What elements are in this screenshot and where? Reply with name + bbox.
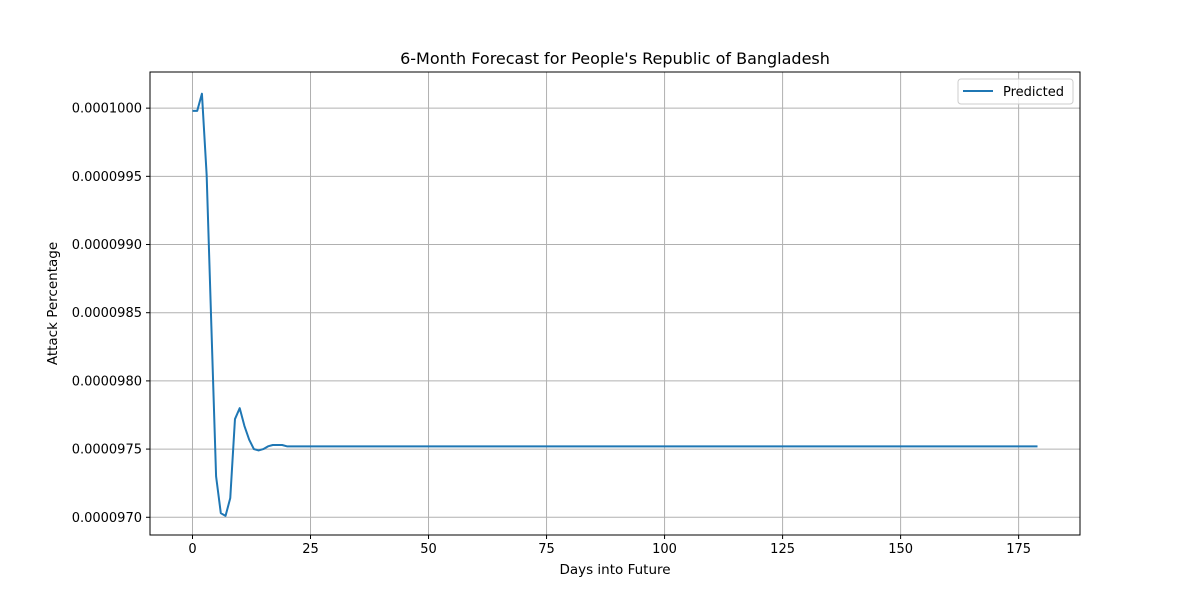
plot-lines bbox=[192, 92, 1038, 517]
y-tick-label: 0.0000980 bbox=[72, 374, 142, 389]
y-tick-label: 0.0000990 bbox=[72, 238, 142, 253]
x-tick-label: 100 bbox=[652, 542, 677, 557]
x-tick-label: 150 bbox=[888, 542, 913, 557]
y-tick-label: 0.0000985 bbox=[72, 306, 142, 321]
x-axis-label: Days into Future bbox=[559, 562, 670, 578]
legend-label: Predicted bbox=[1003, 85, 1064, 100]
x-tick-label: 50 bbox=[420, 542, 437, 557]
x-axis-ticks: 0 25 50 75 100 125 150 175 bbox=[188, 535, 1031, 557]
x-tick-label: 175 bbox=[1006, 542, 1031, 557]
chart-title: 6-Month Forecast for People's Republic o… bbox=[400, 49, 830, 68]
x-tick-label: 125 bbox=[770, 542, 795, 557]
y-tick-label: 0.0000970 bbox=[72, 511, 142, 526]
x-tick-label: 25 bbox=[302, 542, 319, 557]
x-tick-label: 0 bbox=[188, 542, 196, 557]
y-axis-label: Attack Percentage bbox=[45, 242, 61, 365]
y-tick-label: 0.0000995 bbox=[72, 170, 142, 185]
y-axis-ticks: 0.0000970 0.0000975 0.0000980 0.0000985 0.00… bbox=[72, 102, 150, 526]
legend-box bbox=[957, 78, 1074, 105]
series-line-predicted bbox=[192, 92, 1038, 517]
grid bbox=[150, 72, 1080, 535]
plot-frame bbox=[149, 71, 1081, 536]
legend: Predicted bbox=[957, 78, 1074, 105]
y-tick-label: 0.0001000 bbox=[72, 102, 142, 117]
y-tick-label: 0.0000975 bbox=[72, 443, 142, 458]
x-tick-label: 75 bbox=[538, 542, 555, 557]
